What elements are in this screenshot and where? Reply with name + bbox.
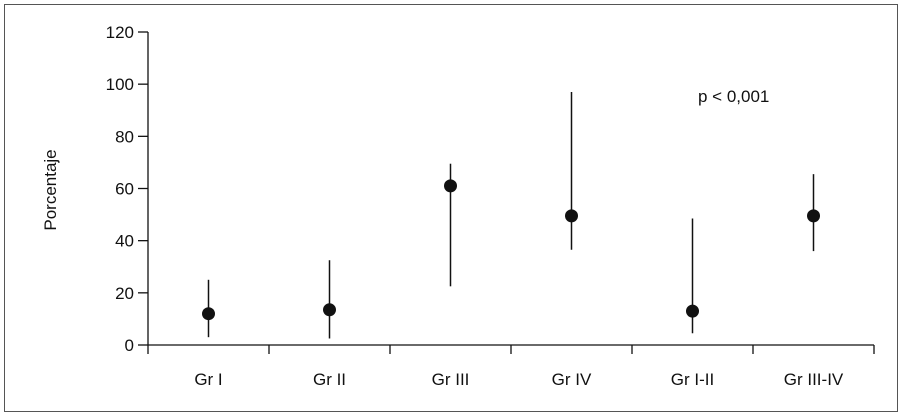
y-tick-label: 20 (115, 284, 134, 303)
data-point (565, 209, 578, 223)
x-category-label: Gr II (313, 370, 346, 389)
p-value-annotation: p < 0,001 (698, 87, 769, 106)
y-axis-title: Porcentaje (41, 149, 60, 230)
x-category-label: Gr IV (552, 370, 592, 389)
y-tick-label: 120 (106, 23, 134, 42)
data-point (202, 307, 215, 321)
y-tick-label: 0 (125, 336, 134, 355)
data-point (807, 209, 820, 223)
data-point (686, 304, 699, 318)
y-tick-label: 100 (106, 75, 134, 94)
y-tick-label: 60 (115, 180, 134, 199)
data-point (323, 303, 336, 317)
x-category-label: Gr III-IV (784, 370, 844, 389)
x-category-label: Gr I (194, 370, 222, 389)
x-category-label: Gr III (432, 370, 470, 389)
y-tick-label: 40 (115, 232, 134, 251)
x-category-label: Gr I-II (671, 370, 714, 389)
data-point (444, 179, 457, 193)
y-tick-label: 80 (115, 127, 134, 146)
